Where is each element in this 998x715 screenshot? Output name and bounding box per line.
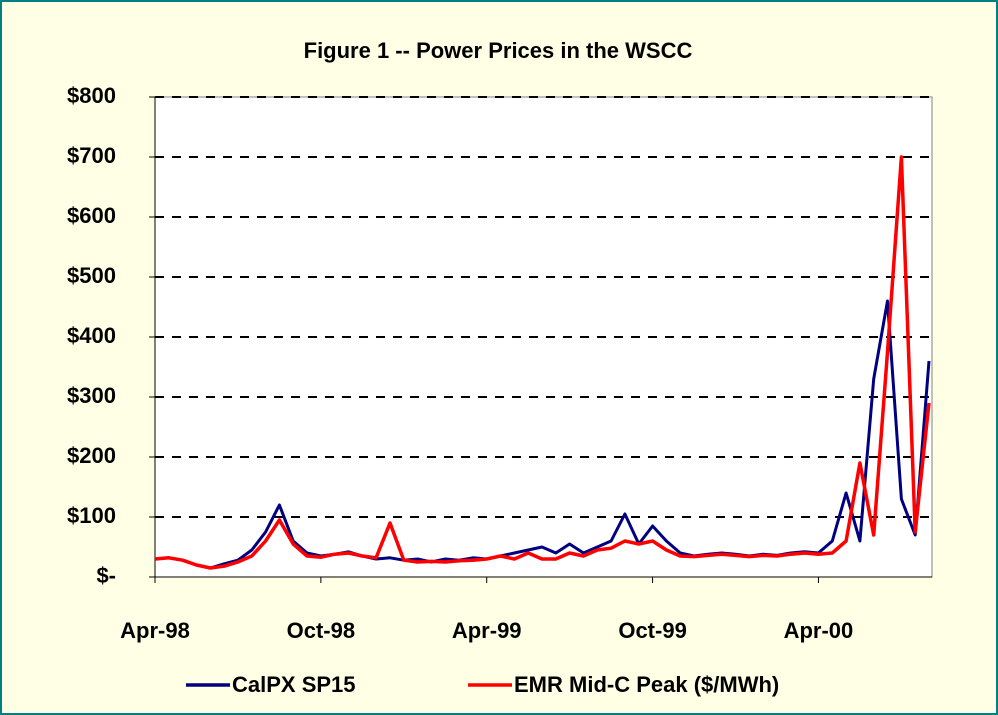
x-tick-label: Apr-00 (784, 618, 854, 643)
plot-area (154, 96, 933, 578)
x-tick-label: Oct-99 (618, 618, 686, 643)
legend-label: CalPX SP15 (232, 672, 356, 697)
y-tick-label: $600 (67, 203, 116, 228)
y-tick-label: $800 (67, 83, 116, 108)
legend-label: EMR Mid-C Peak ($/MWh) (514, 672, 779, 697)
y-tick-label: $500 (67, 263, 116, 288)
y-tick-label: $100 (67, 503, 116, 528)
series-line (154, 155, 931, 570)
y-tick-label: $700 (67, 143, 116, 168)
y-tick-label: $200 (67, 443, 116, 468)
x-tick-label: Oct-98 (287, 618, 355, 643)
y-tick-label: $400 (67, 323, 116, 348)
x-tick-label: Apr-99 (452, 618, 522, 643)
chart-title: Figure 1 -- Power Prices in the WSCC (304, 38, 693, 63)
x-tick-label: Apr-98 (120, 618, 190, 643)
y-tick-label: $- (96, 563, 116, 588)
y-tick-label: $300 (67, 383, 116, 408)
